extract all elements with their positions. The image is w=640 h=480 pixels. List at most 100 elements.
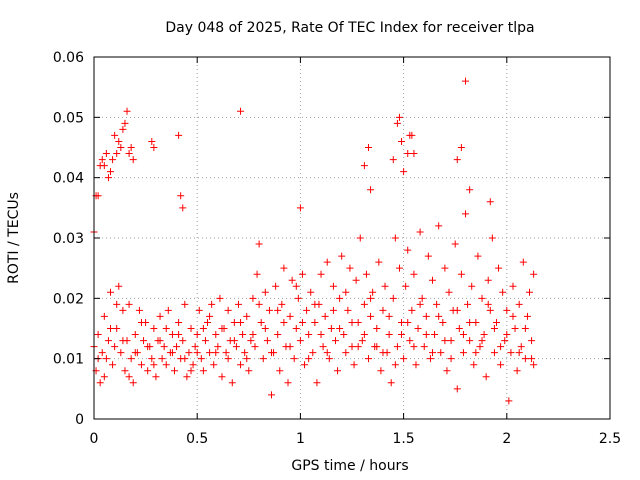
data-point	[445, 288, 453, 296]
data-point	[94, 331, 102, 339]
data-point	[102, 355, 110, 363]
data-point	[259, 355, 267, 363]
data-point	[183, 373, 191, 381]
data-point	[216, 294, 224, 302]
data-point	[268, 391, 276, 399]
data-point	[298, 318, 306, 326]
data-point	[385, 312, 393, 320]
data-point	[173, 343, 181, 351]
data-point	[113, 300, 121, 308]
data-point	[111, 131, 119, 139]
data-point	[317, 270, 325, 278]
data-point	[490, 325, 498, 332]
data-point	[367, 294, 375, 302]
data-point	[517, 343, 525, 351]
data-point	[435, 222, 443, 230]
y-tick-label: 0.05	[53, 110, 84, 126]
data-point	[323, 258, 331, 266]
data-point	[509, 282, 517, 290]
data-point	[113, 325, 121, 332]
data-point	[117, 144, 125, 151]
data-point	[422, 312, 430, 320]
data-point	[199, 325, 207, 332]
data-point	[416, 228, 424, 236]
data-point	[162, 325, 170, 332]
data-point	[257, 318, 265, 326]
y-tick-label: 0.06	[53, 50, 84, 66]
data-point	[457, 270, 465, 278]
data-point	[422, 331, 430, 339]
data-point	[111, 343, 119, 351]
data-point	[232, 343, 240, 351]
data-point	[526, 288, 534, 296]
data-point	[121, 367, 129, 375]
data-point	[292, 282, 300, 290]
data-point	[373, 325, 381, 332]
data-point	[348, 343, 356, 351]
data-point	[193, 349, 201, 357]
data-point	[418, 294, 426, 302]
data-point	[107, 168, 115, 176]
data-point	[181, 300, 189, 308]
data-point	[288, 276, 296, 284]
data-point	[251, 343, 259, 351]
data-point	[218, 373, 226, 381]
data-point	[381, 282, 389, 290]
x-tick-label: 2	[502, 431, 511, 447]
data-point	[367, 186, 375, 194]
data-point	[100, 373, 108, 381]
data-point	[408, 131, 416, 139]
data-point	[486, 198, 494, 206]
data-point	[160, 343, 168, 351]
data-point	[119, 306, 127, 314]
data-point	[365, 355, 373, 363]
data-point	[457, 144, 465, 151]
data-point	[325, 355, 333, 363]
data-point	[177, 192, 185, 200]
data-point	[391, 234, 399, 242]
data-point	[336, 325, 344, 332]
data-point	[495, 264, 503, 272]
data-point	[482, 373, 490, 381]
data-point	[305, 355, 313, 363]
data-point	[470, 361, 478, 369]
x-tick-label: 2.5	[599, 431, 621, 447]
data-point	[356, 234, 364, 242]
data-point	[492, 318, 500, 326]
data-point	[342, 288, 350, 296]
data-point	[175, 331, 183, 339]
data-point	[466, 186, 474, 194]
x-tick-label: 1.5	[392, 431, 414, 447]
data-point	[466, 337, 474, 345]
data-point	[358, 337, 366, 345]
data-point	[290, 355, 298, 363]
data-point	[307, 288, 315, 296]
data-point	[150, 144, 158, 151]
data-point	[241, 349, 249, 357]
data-point	[319, 343, 327, 351]
data-point	[102, 150, 110, 158]
data-point	[117, 349, 125, 357]
data-point	[156, 337, 164, 345]
data-point	[239, 331, 247, 339]
data-point	[451, 240, 459, 248]
data-point	[474, 252, 482, 260]
data-point	[426, 355, 434, 363]
data-point	[393, 119, 401, 127]
data-point	[478, 337, 486, 345]
data-point	[360, 331, 368, 339]
data-point	[230, 318, 238, 326]
data-point	[385, 331, 393, 339]
data-point	[354, 343, 362, 351]
data-point	[284, 379, 292, 387]
chart-title: Day 048 of 2025, Rate Of TEC Index for r…	[165, 20, 534, 36]
data-point	[301, 361, 309, 369]
data-point	[237, 318, 245, 326]
data-point	[414, 325, 422, 332]
data-point	[255, 300, 263, 308]
data-point	[342, 349, 350, 357]
data-point	[323, 349, 331, 357]
data-point	[276, 367, 284, 375]
